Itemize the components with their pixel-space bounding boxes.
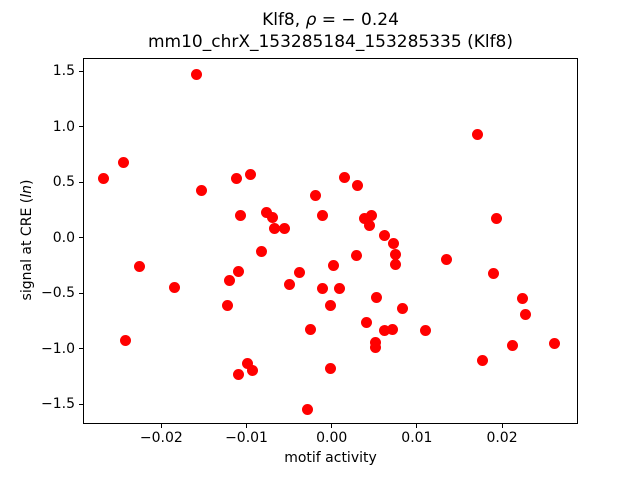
scatter-point: [419, 325, 431, 337]
chart-title: Klf8, ρ = − 0.24 mm10_chrX_153285184_153…: [83, 9, 578, 53]
scatter-point: [370, 336, 382, 348]
scatter-point: [390, 248, 402, 260]
y-tick: [79, 70, 83, 72]
y-axis-label-close-paren: ): [19, 179, 35, 186]
scatter-point: [379, 230, 390, 241]
scatter-point: [133, 261, 145, 273]
x-axis-label: motif activity: [284, 450, 377, 466]
y-tick: [79, 181, 83, 183]
title-gene-label: Klf8,: [262, 10, 306, 30]
y-tick-label: −1.5: [41, 396, 75, 413]
y-tick: [79, 348, 83, 350]
x-tick-label: 0.02: [486, 430, 518, 446]
scatter-point: [190, 69, 202, 81]
scatter-point: [97, 173, 109, 185]
scatter-point: [396, 303, 408, 315]
scatter-point: [519, 308, 531, 320]
x-tick: [160, 424, 162, 428]
scatter-point: [363, 220, 375, 232]
x-tick-label: −0.02: [139, 430, 183, 446]
rho-symbol: ρ: [305, 10, 317, 30]
scatter-point: [223, 275, 235, 287]
scatter-point: [241, 357, 253, 369]
scatter-point: [301, 404, 313, 416]
scatter-point: [310, 190, 322, 202]
scatter-point: [325, 363, 337, 375]
scatter-point: [379, 325, 390, 337]
title-rho-value: = − 0.24: [316, 10, 399, 30]
y-tick: [79, 403, 83, 405]
scatter-point: [476, 355, 488, 367]
y-tick-label: 0.0: [52, 229, 75, 246]
scatter-point: [351, 180, 363, 192]
scatter-point: [169, 282, 181, 294]
scatter-point: [269, 223, 281, 235]
x-tick: [331, 424, 333, 428]
y-tick: [79, 126, 83, 128]
y-tick-label: 1.0: [52, 118, 75, 135]
x-tick-label: 0.00: [316, 430, 348, 446]
scatter-point: [283, 278, 295, 290]
y-axis-label-italic-ln: ln: [19, 185, 35, 198]
scatter-point: [245, 168, 257, 180]
scatter-point: [516, 293, 528, 305]
scatter-point: [370, 342, 382, 354]
scatter-point: [387, 237, 399, 249]
y-tick-label: 1.5: [52, 63, 75, 80]
y-tick: [79, 237, 83, 239]
scatter-point: [506, 339, 518, 351]
scatter-point: [195, 184, 207, 196]
x-tick-label: 0.01: [401, 430, 433, 446]
scatter-point: [233, 368, 245, 380]
scatter-point: [316, 283, 328, 295]
scatter-point: [338, 172, 350, 184]
chart-title-line1: Klf8, ρ = − 0.24: [83, 9, 578, 31]
x-tick: [416, 424, 418, 428]
scatter-point: [246, 365, 258, 377]
scatter-point: [361, 316, 373, 328]
y-tick-label: −1.0: [41, 340, 75, 357]
y-tick: [79, 292, 83, 294]
scatter-point: [490, 213, 502, 225]
scatter-point: [350, 249, 362, 261]
scatter-point: [371, 292, 383, 304]
scatter-point: [441, 254, 453, 266]
scatter-point: [325, 299, 337, 311]
scatter-point: [488, 267, 500, 279]
scatter-point: [327, 259, 339, 271]
scatter-point: [120, 335, 132, 347]
x-tick: [246, 424, 248, 428]
scatter-point: [222, 299, 234, 311]
chart-title-line2: mm10_chrX_153285184_153285335 (Klf8): [147, 32, 514, 52]
scatter-point: [266, 212, 278, 224]
y-axis-label: signal at CRE (ln): [19, 180, 35, 301]
scatter-point: [255, 245, 267, 257]
scatter-point: [278, 223, 290, 235]
scatter-point: [117, 156, 129, 168]
scatter-point: [333, 283, 345, 295]
scatter-point: [293, 266, 305, 278]
scatter-point: [548, 337, 560, 349]
y-tick-label: 0.5: [52, 174, 75, 191]
scatter-point: [261, 206, 273, 218]
scatter-point: [358, 213, 370, 225]
x-tick: [501, 424, 503, 428]
plot-frame: [83, 58, 578, 424]
scatter-point: [230, 173, 242, 185]
scatter-point: [386, 324, 398, 336]
scatter-point: [235, 210, 247, 222]
scatter-point: [316, 210, 328, 222]
scatter-point: [366, 210, 378, 222]
x-tick-label: −0.01: [225, 430, 268, 446]
scatter-point: [390, 258, 402, 270]
scatter-point: [471, 129, 483, 141]
y-axis-label-text: signal at CRE (: [19, 197, 35, 301]
scatter-point: [304, 324, 316, 336]
y-tick-label: −0.5: [41, 285, 75, 302]
scatter-point: [232, 265, 244, 277]
